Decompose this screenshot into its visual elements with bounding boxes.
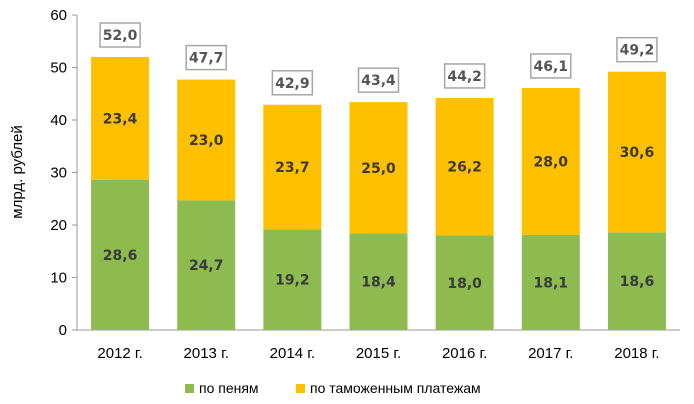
bar-segment-label: 18,0 — [447, 276, 482, 292]
bar-segment-label: 18,6 — [620, 274, 655, 290]
y-tick-label: 10 — [50, 270, 67, 287]
legend-swatch-customs — [296, 384, 305, 393]
total-label: 44,2 — [447, 69, 482, 85]
bars: 28,6 23,4 52,0 24,7 23,0 47,7 19,2 23,7 42,9 18,4… — [91, 22, 666, 330]
x-tick-label: 2013 г. — [184, 345, 229, 362]
bar-segment-penalties — [435, 235, 494, 330]
bar-segment-customs — [177, 79, 236, 201]
total-label-box — [530, 53, 572, 79]
bar-segment-label: 23,7 — [275, 160, 310, 176]
x-tick-label: 2016 г. — [442, 345, 487, 362]
y-axis-label: млрд. рублей — [9, 125, 26, 218]
total-label-box — [357, 67, 400, 93]
bar-segment-label: 18,1 — [534, 275, 569, 291]
total-label-box — [443, 63, 486, 89]
bar-segment-penalties — [607, 232, 666, 330]
bar-segment-customs — [263, 104, 322, 230]
bar-segment-label: 25,0 — [361, 161, 396, 177]
bar-segment-label: 23,0 — [189, 133, 224, 149]
total-label: 46,1 — [534, 59, 569, 75]
bar-segment-label: 30,6 — [620, 145, 655, 161]
bar-segment-customs — [349, 102, 408, 234]
bar-segment-label: 24,7 — [189, 258, 224, 274]
y-tick-label: 60 — [50, 7, 67, 24]
y-tick-label: 50 — [50, 60, 67, 77]
bar-segment-label: 23,4 — [103, 111, 138, 127]
bar-segment-customs — [435, 97, 494, 236]
bar-segment-penalties — [521, 234, 580, 330]
y-tick-label: 0 — [59, 322, 67, 339]
y-tick-label: 30 — [50, 165, 67, 182]
bar-segment-penalties — [177, 200, 236, 330]
legend-label: по пеням — [199, 380, 259, 396]
total-label: 47,7 — [189, 51, 224, 67]
x-tick-label: 2015 г. — [356, 345, 401, 362]
x-tick-label: 2018 г. — [614, 345, 659, 362]
bar-segment-penalties — [263, 229, 322, 330]
x-tick-label: 2014 г. — [270, 345, 315, 362]
bar-segment-customs — [521, 87, 580, 235]
y-tick-label: 20 — [50, 217, 67, 234]
bar-segment-label: 28,0 — [534, 154, 569, 170]
bar-segment-penalties — [91, 179, 150, 330]
legend-label: по таможенным платежам — [310, 380, 481, 396]
total-label: 52,0 — [103, 28, 138, 44]
bar-segment-label: 19,2 — [275, 273, 310, 289]
x-tick-label: 2017 г. — [528, 345, 573, 362]
total-label-box — [185, 44, 227, 71]
y-axis-ticks: 0 10 20 30 40 50 60 — [50, 7, 77, 339]
bar-segment-penalties — [349, 233, 408, 330]
x-tick-label: 2012 г. — [97, 345, 142, 362]
bar-segment-label: 28,6 — [103, 248, 138, 264]
bar-segment-customs — [91, 57, 150, 180]
total-label-box — [616, 36, 658, 63]
total-label: 49,2 — [620, 43, 655, 59]
y-tick-label: 40 — [50, 112, 67, 129]
bar-segment-label: 26,2 — [447, 160, 482, 176]
legend-swatch-penalties — [185, 384, 194, 393]
x-axis-ticks: 2012 г. 2013 г. 2014 г. 2015 г. 2016 г. 2017 … — [97, 345, 659, 362]
legend: по пеням по таможенным платежам — [185, 380, 481, 396]
total-label: 42,9 — [275, 76, 310, 92]
total-label-box — [99, 22, 141, 48]
bar-segment-label: 18,4 — [361, 275, 396, 291]
total-label: 43,4 — [361, 73, 396, 89]
total-label-box — [271, 70, 314, 96]
bar-segment-customs — [607, 71, 666, 233]
